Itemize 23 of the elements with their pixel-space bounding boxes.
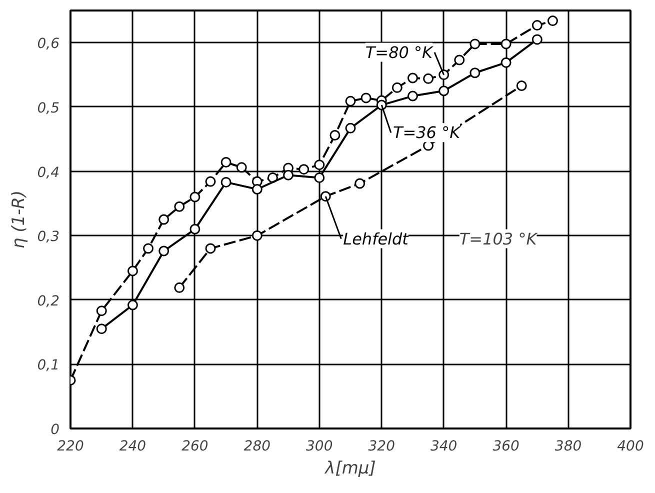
x-tick-label: 360	[492, 438, 520, 454]
y-tick-label: 0,2	[37, 293, 60, 310]
x-tick-label: 280	[244, 438, 271, 454]
y-tick-label: 0,1	[37, 358, 60, 374]
x-axis-title: λ[mμ]	[324, 458, 376, 478]
annotation: T=103 °K	[459, 229, 538, 248]
y-tick-label: 0,4	[37, 164, 60, 181]
x-tick-label: 220	[57, 438, 84, 454]
series-label: T=36 °K	[392, 123, 462, 142]
series-label: T=80 °K	[365, 42, 434, 62]
y-tick-label: 0	[50, 422, 60, 438]
y-tick-label: 0,5	[37, 100, 60, 116]
y-tick-label: 0,3	[37, 229, 60, 246]
y-axis-title: η (1-R)	[9, 190, 30, 249]
x-tick-label: 340	[430, 438, 458, 454]
x-tick-label: 300	[306, 438, 333, 454]
x-tick-label: 380	[554, 438, 582, 454]
y-tick-label: 0,6	[37, 36, 60, 52]
x-tick-label: 320	[368, 438, 396, 454]
x-tick-label: 240	[119, 438, 146, 454]
text: Lehfeldt	[343, 229, 410, 248]
x-tick-label: 400	[617, 438, 644, 454]
x-tick-label: 260	[182, 438, 208, 454]
